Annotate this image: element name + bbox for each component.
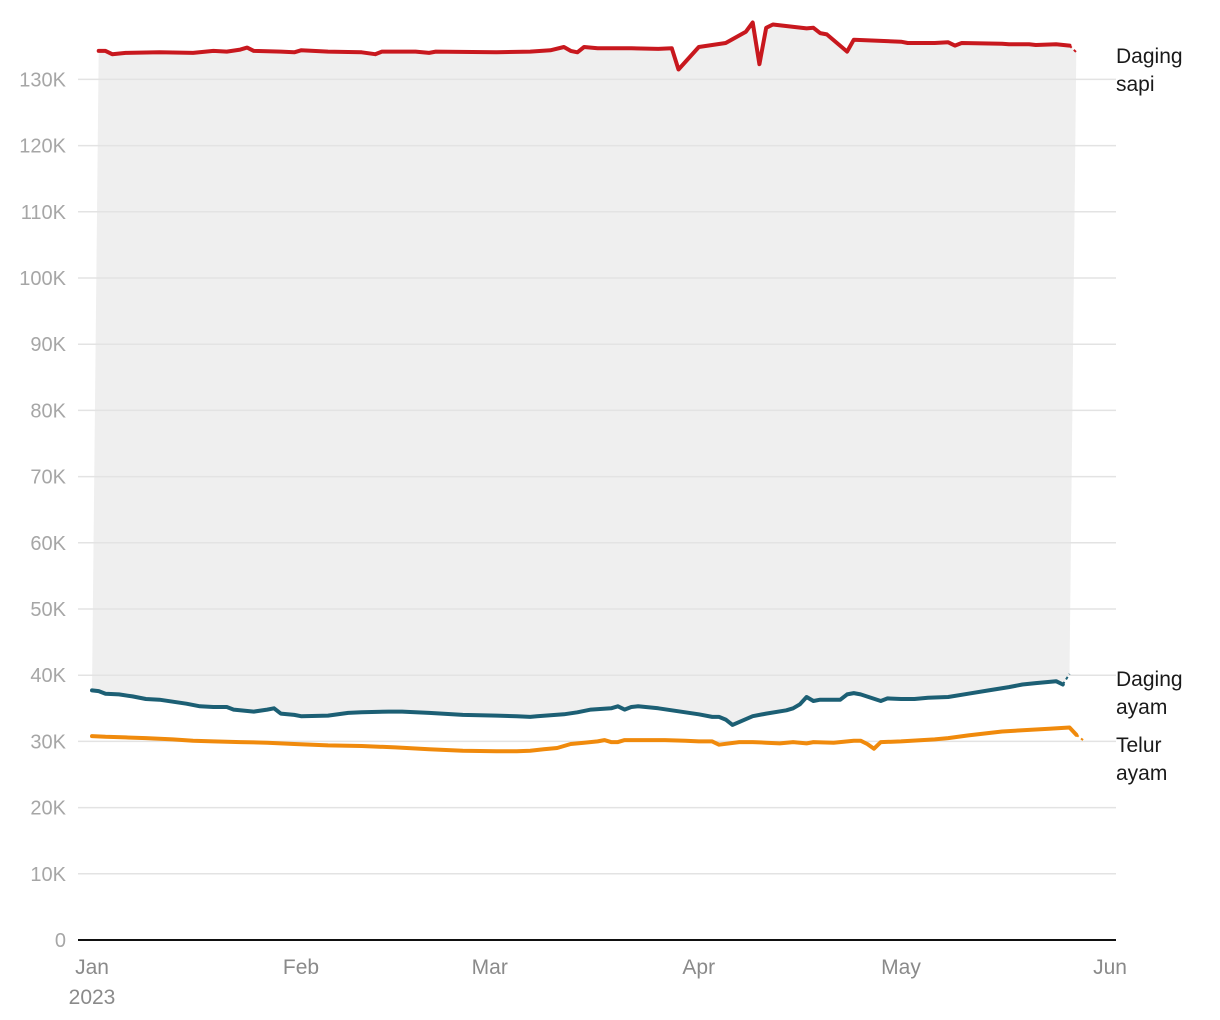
y-tick-label: 50K — [30, 599, 66, 621]
series-tail-daging-sapi — [1068, 44, 1077, 53]
y-tick-label: 100K — [19, 268, 66, 290]
y-tick-label: 30K — [30, 731, 66, 753]
y-tick-label: 110K — [21, 202, 67, 224]
x-tick-label: Jun — [1093, 956, 1127, 979]
y-tick-label: 120K — [19, 136, 66, 158]
series-labels: Daging sapi Daging ayam Telur ayam — [1116, 45, 1183, 785]
x-tick-label: Mar — [472, 956, 508, 979]
series-line-daging-ayam — [90, 679, 1065, 727]
x-tick-label: Apr — [682, 956, 715, 979]
y-axis-ticks: 0 10K 20K 30K 40K 50K 60K 70K 80K 90K 100K 110K 120K… — [19, 69, 66, 952]
series-label-telur-ayam: Telur ayam — [1116, 734, 1167, 785]
series-line-telur-ayam — [90, 725, 1079, 754]
x-tick-label: May — [881, 956, 921, 979]
series-label-daging-ayam: Daging ayam — [1116, 668, 1183, 719]
y-tick-label: 90K — [30, 334, 66, 356]
y-tick-label: 10K — [30, 864, 66, 886]
x-tick-label: Jan — [75, 956, 109, 979]
y-tick-label: 40K — [30, 665, 66, 687]
series-label-daging-sapi: Daging sapi — [1116, 45, 1183, 96]
x-tick-label: Feb — [283, 956, 319, 979]
y-tick-label: 20K — [30, 798, 66, 820]
band-area — [92, 22, 1077, 725]
shaded-range-band — [92, 22, 1077, 725]
x-axis-ticks: Jan 2023 Feb Mar Apr May Jun — [69, 956, 1127, 1009]
series-lines — [90, 20, 1084, 754]
y-tick-label: 130K — [19, 69, 66, 91]
x-tick-sublabel: 2023 — [69, 986, 116, 1009]
series-tail-telur-ayam — [1075, 733, 1084, 741]
y-tick-label: 80K — [30, 400, 66, 422]
series-line-daging-sapi — [96, 20, 1072, 72]
y-tick-label: 70K — [30, 467, 66, 489]
y-tick-label: 0 — [55, 930, 66, 952]
y-tick-label: 60K — [30, 533, 66, 555]
series-tail-daging-ayam — [1061, 673, 1071, 686]
